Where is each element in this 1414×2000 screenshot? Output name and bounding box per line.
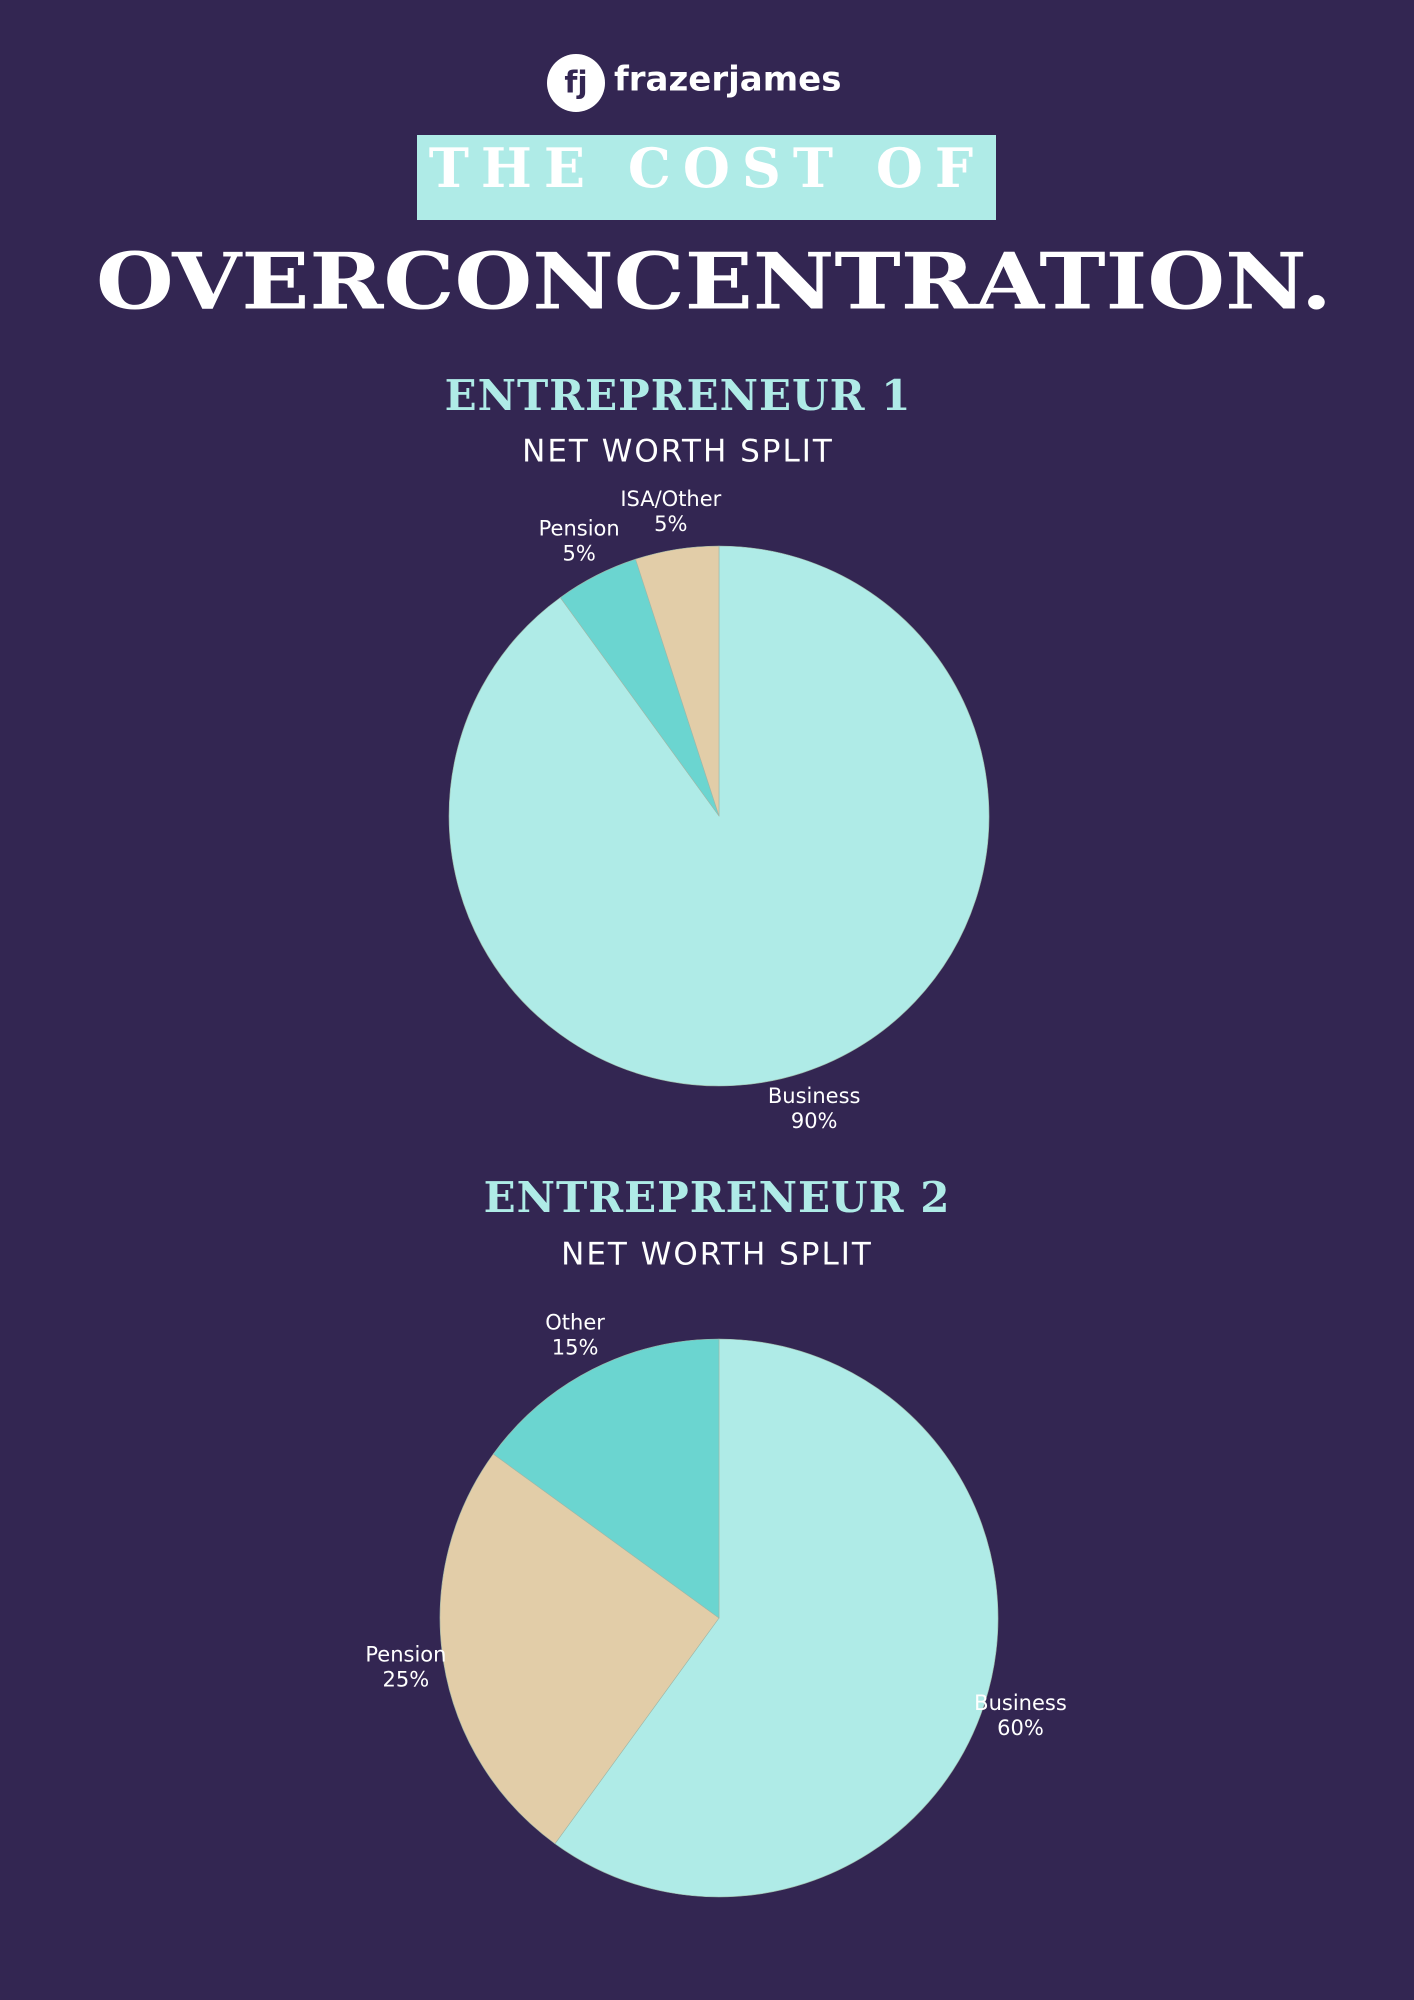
logo-text: frazerjames	[614, 60, 841, 100]
chart-title: ENTREPRENEUR 2	[484, 1173, 951, 1222]
title-line-2: OVERCONCENTRATION.	[96, 237, 1332, 328]
slice-value-label: 15%	[552, 1336, 599, 1360]
slice-category: Pension	[539, 517, 620, 541]
slice-value-label: 60%	[997, 1716, 1044, 1740]
slice-value-label: 25%	[383, 1668, 430, 1692]
slice-category: Other	[545, 1311, 605, 1335]
slice-category: Business	[768, 1084, 861, 1108]
pie-slice	[439, 1453, 720, 1845]
logo-icon	[547, 54, 605, 112]
pie-slice	[492, 1338, 720, 1619]
slice-value-label: 90%	[791, 1109, 838, 1133]
logo-mark: fj	[564, 66, 587, 101]
slice-category: Business	[974, 1691, 1067, 1715]
chart-title: ENTREPRENEUR 1	[445, 371, 912, 420]
pie-slice	[554, 1338, 999, 1898]
slice-category: Pension	[365, 1643, 446, 1667]
slice-value-label: 5%	[654, 512, 687, 536]
slice-value-label: 5%	[563, 542, 596, 566]
pie-slice	[635, 545, 720, 817]
chart-subtitle: NET WORTH SPLIT	[522, 434, 834, 470]
title-line-1: THE COST OF	[429, 136, 986, 200]
slice-category: ISA/Other	[620, 487, 721, 511]
chart-subtitle: NET WORTH SPLIT	[561, 1237, 873, 1273]
title-box	[417, 135, 996, 220]
